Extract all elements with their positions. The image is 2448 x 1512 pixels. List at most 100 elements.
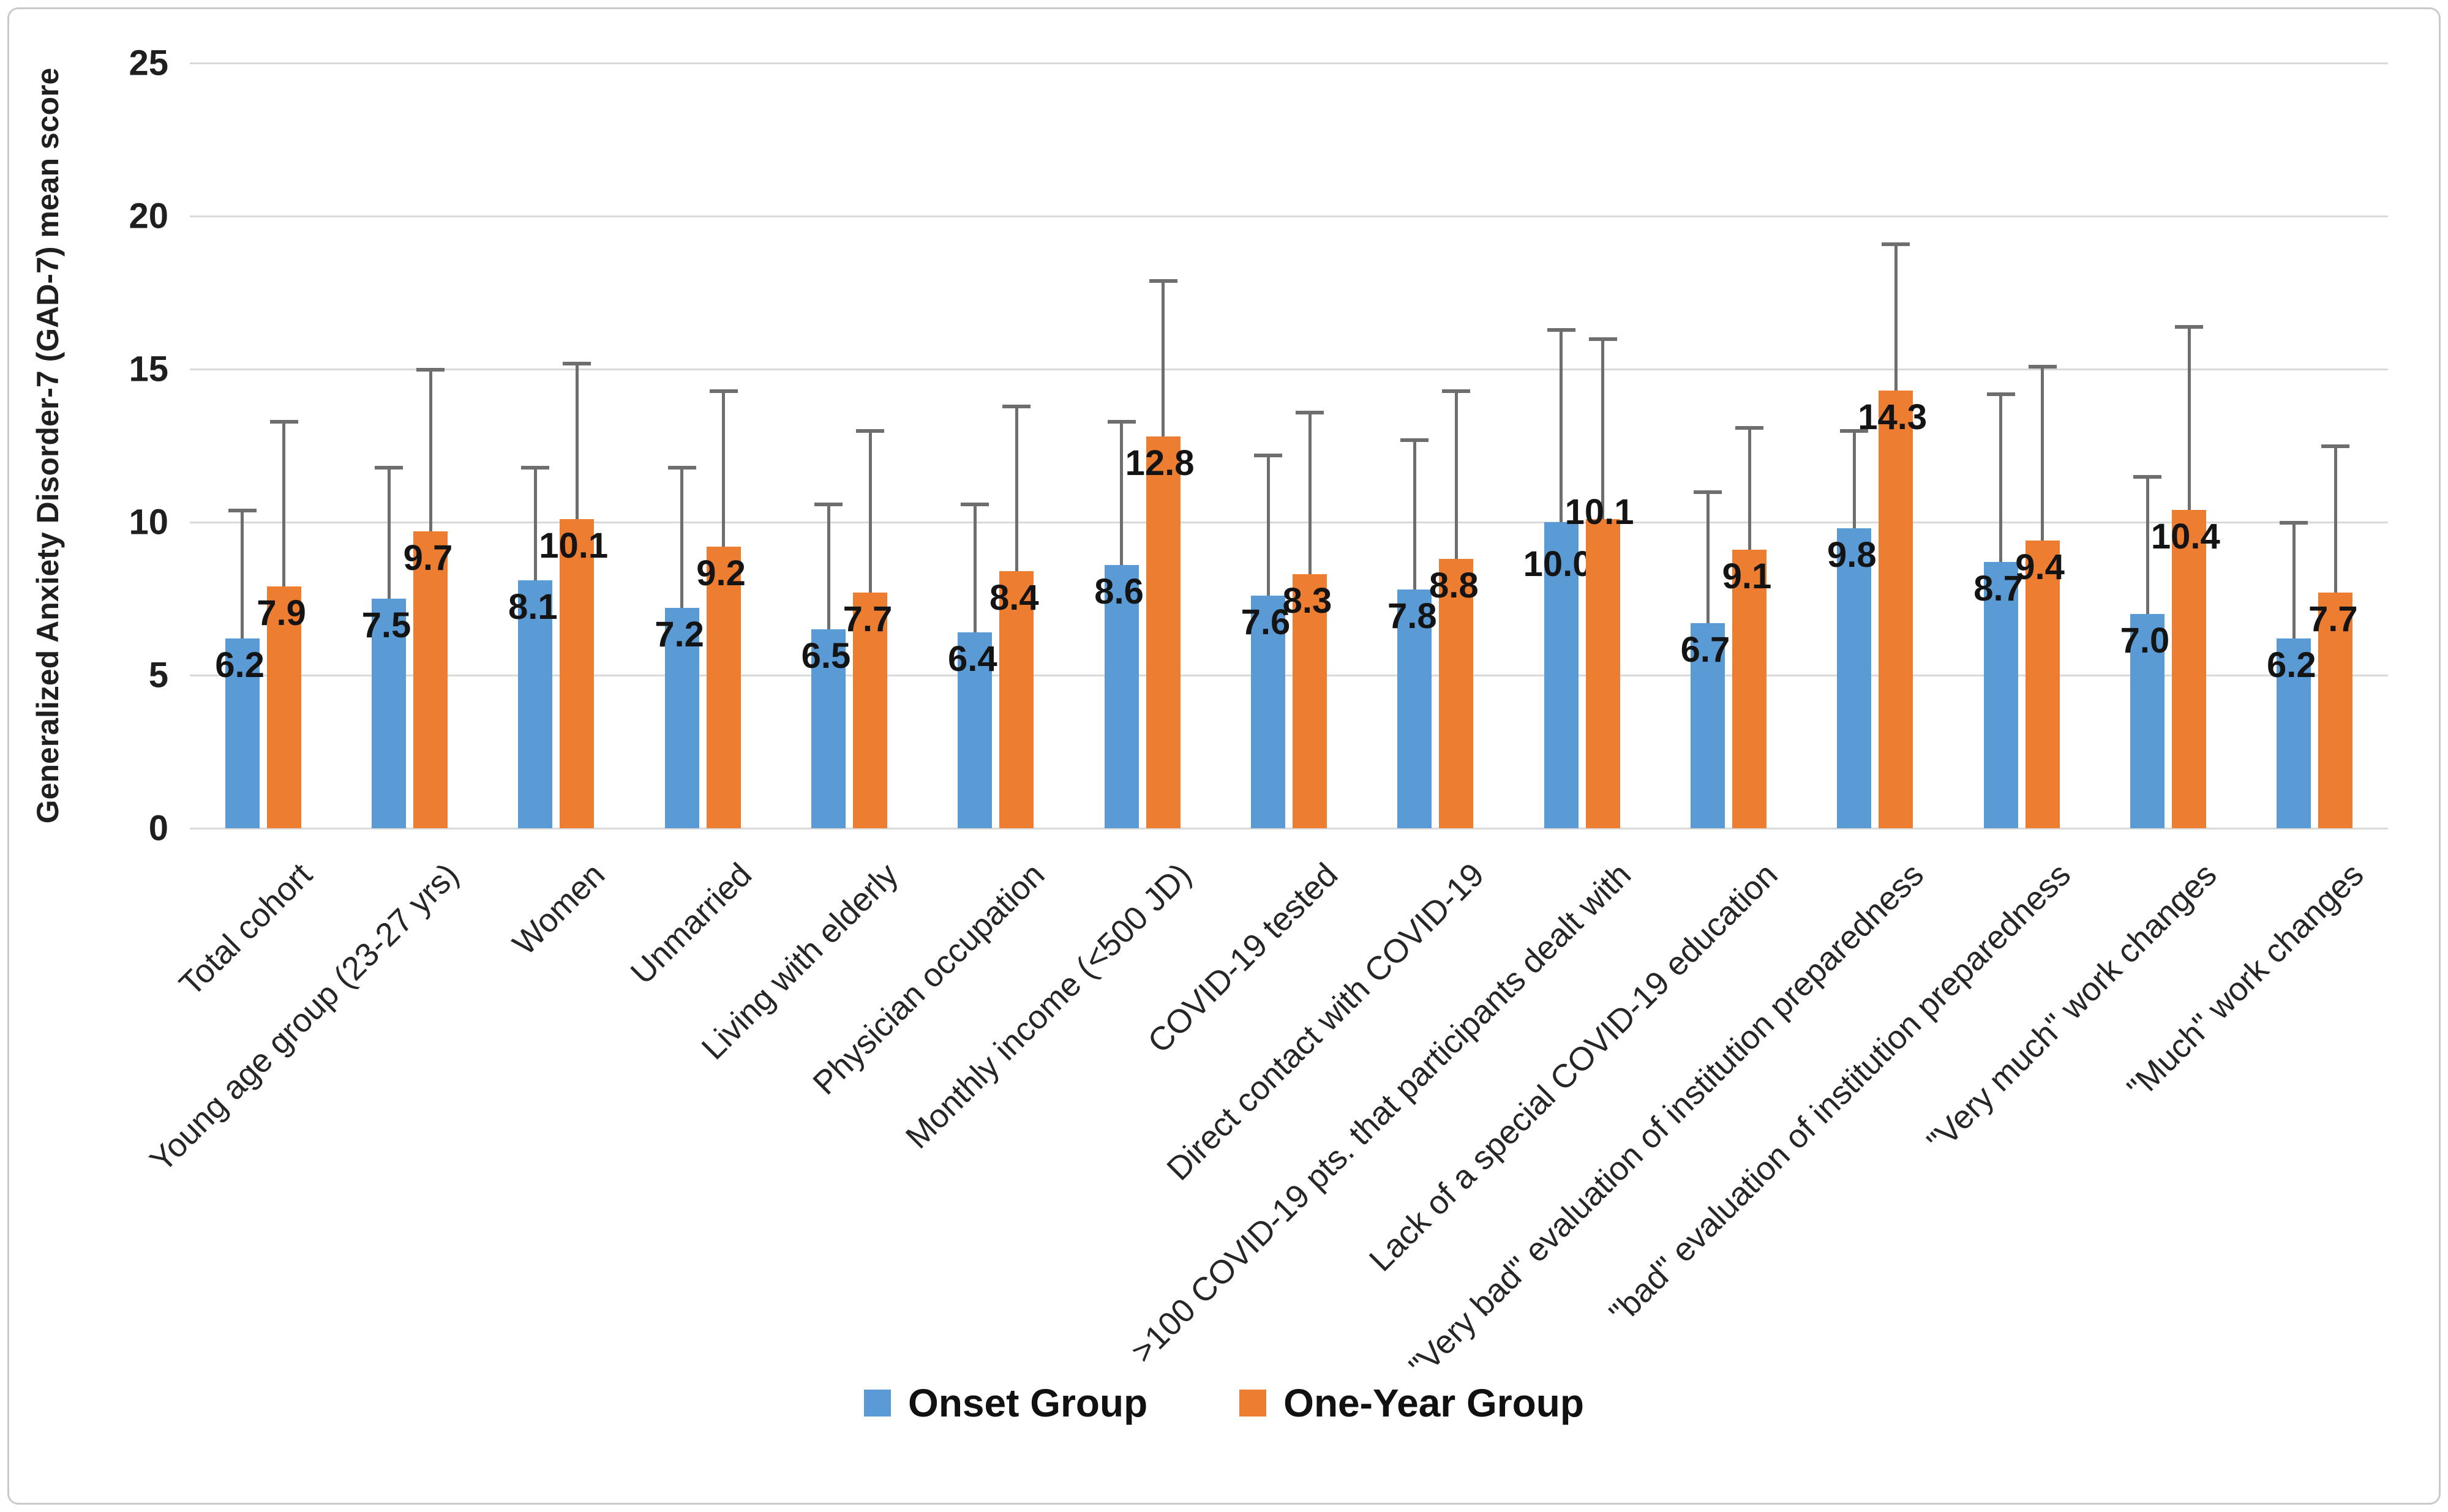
error-bar-one-year-8 (1454, 391, 1458, 559)
one-year-group-swatch (1239, 1390, 1267, 1417)
error-bar-one-year-14 (2333, 446, 2337, 593)
error-cap-onset-2 (521, 466, 550, 470)
category-label-8: Direct contact with COVID-19 (1160, 856, 1492, 1188)
error-cap-onset-14 (2280, 521, 2308, 525)
error-cap-one-year-8 (1442, 389, 1471, 393)
error-bar-one-year-12 (2041, 366, 2044, 541)
data-label-one-year-13: 10.4 (2150, 517, 2220, 556)
error-bar-onset-7 (1266, 455, 1270, 596)
error-cap-one-year-3 (709, 389, 738, 393)
data-label-one-year-4: 7.7 (843, 599, 893, 639)
error-bar-one-year-0 (282, 421, 286, 586)
data-label-onset-6: 8.6 (1094, 572, 1144, 612)
category-label-13: "Very much" work changes (1920, 856, 2225, 1160)
error-bar-one-year-10 (1748, 427, 1751, 550)
one-year-bar-7 (1293, 574, 1327, 828)
error-cap-onset-1 (375, 466, 403, 470)
error-cap-onset-9 (1547, 328, 1575, 332)
error-bar-one-year-4 (868, 430, 872, 593)
error-cap-one-year-12 (2028, 365, 2057, 369)
error-bar-onset-6 (1120, 421, 1124, 565)
one-year-bar-12 (2025, 541, 2060, 828)
error-cap-one-year-1 (416, 368, 445, 372)
category-label-3: Unmarried (623, 856, 759, 992)
error-cap-one-year-7 (1296, 411, 1324, 414)
y-tick-label-25: 25 (129, 43, 168, 83)
one-year-bar-5 (999, 571, 1034, 828)
onset-bar-10 (1691, 623, 1725, 828)
gridline-y-15 (190, 369, 2388, 370)
error-cap-one-year-14 (2321, 444, 2350, 448)
data-label-onset-12: 8.7 (1973, 569, 2023, 608)
error-bar-onset-5 (973, 504, 977, 632)
onset-bar-4 (811, 629, 846, 828)
error-bar-one-year-5 (1015, 406, 1018, 571)
data-label-onset-0: 6.2 (215, 645, 265, 685)
data-label-one-year-10: 9.1 (1722, 556, 1772, 596)
one-year-bar-2 (560, 519, 595, 828)
data-label-one-year-9: 10.1 (1564, 492, 1634, 532)
data-label-onset-5: 6.4 (947, 639, 997, 679)
error-bar-onset-10 (1706, 492, 1710, 623)
error-bar-one-year-3 (722, 391, 726, 547)
onset-bar-12 (1983, 562, 2018, 828)
data-label-onset-8: 7.8 (1387, 596, 1437, 636)
one-year-bar-13 (2172, 510, 2206, 828)
error-cap-onset-13 (2133, 475, 2161, 479)
onset-bar-13 (2130, 614, 2165, 828)
error-cap-onset-4 (814, 503, 843, 506)
error-cap-one-year-5 (1002, 405, 1031, 408)
one-year-bar-8 (1439, 559, 1474, 828)
onset-bar-11 (1837, 528, 1872, 828)
category-label-6: Monthly income (<500 JD) (898, 856, 1198, 1156)
legend-item-onset-group: Onset Group (864, 1380, 1147, 1426)
data-label-one-year-6: 12.8 (1125, 443, 1195, 483)
data-label-one-year-12: 9.4 (2015, 547, 2065, 587)
error-bar-one-year-2 (575, 363, 579, 519)
data-label-one-year-14: 7.7 (2308, 599, 2358, 639)
error-cap-onset-5 (961, 503, 989, 506)
error-bar-one-year-9 (1601, 339, 1605, 519)
error-bar-onset-14 (2292, 522, 2296, 638)
error-bar-onset-0 (241, 510, 244, 638)
y-axis-title: Generalized Anxiety Disorder-7 (GAD-7) m… (31, 67, 65, 824)
gridline-y-25 (190, 62, 2388, 64)
error-bar-one-year-11 (1894, 244, 1898, 391)
error-bar-onset-2 (533, 467, 537, 580)
legend: Onset Group One-Year Group (0, 1380, 2448, 1426)
error-bar-one-year-1 (429, 369, 432, 531)
one-year-bar-4 (853, 593, 887, 828)
data-label-one-year-5: 8.4 (989, 578, 1039, 618)
one-year-bar-1 (413, 531, 448, 828)
error-cap-one-year-2 (563, 362, 591, 365)
error-bar-one-year-13 (2187, 326, 2191, 510)
y-tick-label-5: 5 (148, 655, 168, 695)
error-cap-onset-11 (1840, 429, 1869, 433)
data-label-onset-4: 6.5 (801, 636, 851, 676)
data-label-one-year-11: 14.3 (1858, 397, 1928, 437)
onset-bar-3 (664, 608, 699, 828)
onset-bar-5 (958, 632, 993, 828)
one-year-bar-14 (2318, 593, 2353, 828)
onset-bar-9 (1544, 522, 1579, 828)
error-bar-onset-9 (1560, 329, 1563, 522)
error-cap-onset-8 (1400, 438, 1429, 442)
error-cap-onset-10 (1694, 490, 1722, 494)
data-label-one-year-0: 7.9 (257, 593, 306, 633)
one-year-bar-6 (1146, 436, 1181, 828)
error-bar-onset-13 (2146, 476, 2149, 614)
error-cap-onset-6 (1107, 420, 1136, 424)
error-bar-onset-3 (680, 467, 684, 608)
legend-label-one-year-group: One-Year Group (1283, 1381, 1584, 1425)
legend-label-onset-group: Onset Group (908, 1381, 1148, 1425)
gridline-y-20 (190, 215, 2388, 217)
error-cap-one-year-13 (2175, 325, 2203, 329)
data-label-onset-3: 7.2 (655, 615, 704, 654)
onset-bar-2 (518, 580, 553, 828)
gridline-y-10 (190, 522, 2388, 523)
data-label-onset-7: 7.6 (1241, 602, 1291, 642)
data-label-one-year-7: 8.3 (1282, 581, 1332, 621)
error-cap-onset-0 (228, 509, 257, 512)
